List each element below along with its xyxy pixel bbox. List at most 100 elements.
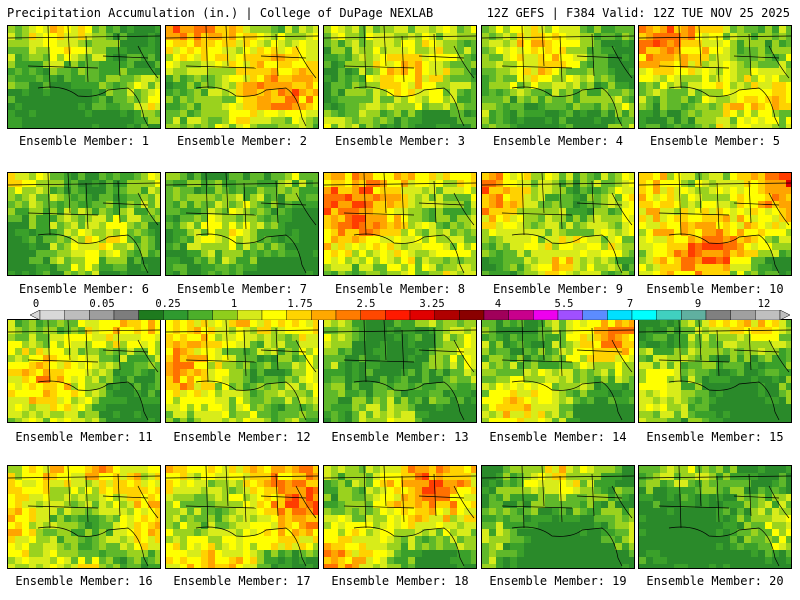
panel-label-member-2: Ensemble Member: 2 — [176, 134, 308, 148]
precip-field-map — [166, 466, 318, 568]
map-panel-member-3 — [323, 25, 477, 129]
panel-label-member-14: Ensemble Member: 14 — [489, 430, 627, 444]
map-panel-member-6 — [7, 172, 161, 276]
colorbar-tick-label: 2.5 — [356, 298, 376, 310]
panel-label-member-20: Ensemble Member: 20 — [646, 574, 784, 588]
colorbar-tick-label: 0 — [32, 298, 40, 310]
colorbar-tick-label: 7 — [626, 298, 634, 310]
map-panel-member-15 — [638, 319, 792, 423]
colorbar-segment — [335, 310, 361, 320]
colorbar-segment — [237, 310, 263, 320]
header-title: Precipitation Accumulation (in.) | Colle… — [7, 6, 434, 20]
map-panel-member-9 — [481, 172, 635, 276]
colorbar-min-arrow — [30, 310, 41, 320]
precip-field-map — [639, 26, 791, 128]
colorbar-max-arrow — [779, 310, 790, 320]
precip-field-map — [324, 320, 476, 422]
precip-field-map — [482, 320, 634, 422]
precip-field-map — [8, 26, 160, 128]
colorbar-segment — [64, 310, 90, 320]
colorbar — [30, 310, 790, 320]
map-panel-member-13 — [323, 319, 477, 423]
panel-label-member-7: Ensemble Member: 7 — [176, 282, 308, 296]
colorbar-tick-label: 12 — [757, 298, 771, 310]
precip-field-map — [639, 173, 791, 275]
map-panel-member-18 — [323, 465, 477, 569]
colorbar-segment — [39, 310, 65, 320]
map-panel-member-7 — [165, 172, 319, 276]
colorbar-segment — [311, 310, 337, 320]
colorbar-segment — [138, 310, 164, 320]
colorbar-segment — [113, 310, 139, 320]
map-panel-member-10 — [638, 172, 792, 276]
colorbar-segment — [533, 310, 559, 320]
colorbar-segment — [755, 310, 781, 320]
map-panel-member-20 — [638, 465, 792, 569]
map-panel-member-17 — [165, 465, 319, 569]
panel-label-member-4: Ensemble Member: 4 — [492, 134, 624, 148]
precip-field-map — [324, 466, 476, 568]
panel-label-member-9: Ensemble Member: 9 — [492, 282, 624, 296]
panel-label-member-6: Ensemble Member: 6 — [18, 282, 150, 296]
precip-field-map — [482, 26, 634, 128]
map-panel-member-8 — [323, 172, 477, 276]
colorbar-tick-label: 3.25 — [419, 298, 445, 310]
colorbar-segment — [705, 310, 731, 320]
colorbar-tick-label: 4 — [494, 298, 502, 310]
colorbar-tick-label: 1.75 — [287, 298, 313, 310]
panel-label-member-17: Ensemble Member: 17 — [173, 574, 311, 588]
panel-label-member-8: Ensemble Member: 8 — [334, 282, 466, 296]
colorbar-segment — [409, 310, 435, 320]
map-panel-member-19 — [481, 465, 635, 569]
colorbar-tick-label: 1 — [230, 298, 238, 310]
colorbar-segment — [385, 310, 411, 320]
colorbar-tick-label: 5.5 — [554, 298, 574, 310]
colorbar-segment — [656, 310, 682, 320]
precip-field-map — [166, 320, 318, 422]
precip-field-map — [166, 26, 318, 128]
map-panel-member-1 — [7, 25, 161, 129]
precip-field-map — [166, 173, 318, 275]
colorbar-segment — [360, 310, 386, 320]
panel-label-member-11: Ensemble Member: 11 — [15, 430, 153, 444]
panel-label-member-12: Ensemble Member: 12 — [173, 430, 311, 444]
map-panel-member-14 — [481, 319, 635, 423]
colorbar-segment — [212, 310, 238, 320]
panel-label-member-1: Ensemble Member: 1 — [18, 134, 150, 148]
precip-field-map — [639, 466, 791, 568]
colorbar-segment — [582, 310, 608, 320]
header-run-info: 12Z GEFS | F384 Valid: 12Z TUE NOV 25 20… — [486, 6, 790, 20]
precip-field-map — [324, 26, 476, 128]
colorbar-tick-labels: 0 0.05 0.25 1 1.75 2.5 3.25 4 5.5 7 9 12 — [30, 298, 790, 320]
map-panel-member-2 — [165, 25, 319, 129]
panel-label-member-15: Ensemble Member: 15 — [646, 430, 784, 444]
precip-field-map — [8, 320, 160, 422]
panel-label-member-10: Ensemble Member: 10 — [646, 282, 784, 296]
colorbar-segment — [631, 310, 657, 320]
colorbar-segment — [89, 310, 115, 320]
map-panel-member-11 — [7, 319, 161, 423]
colorbar-tick-label: 0.05 — [89, 298, 115, 310]
colorbar-segment — [163, 310, 189, 320]
colorbar-segment — [261, 310, 287, 320]
colorbar-segment — [730, 310, 756, 320]
map-panel-member-5 — [638, 25, 792, 129]
colorbar-segment — [681, 310, 707, 320]
precip-field-map — [639, 320, 791, 422]
colorbar-segment — [187, 310, 213, 320]
colorbar-segment — [434, 310, 460, 320]
colorbar-tick-label: 9 — [694, 298, 702, 310]
precip-field-map — [482, 173, 634, 275]
panel-label-member-18: Ensemble Member: 18 — [331, 574, 469, 588]
colorbar-segment — [607, 310, 633, 320]
map-panel-member-12 — [165, 319, 319, 423]
colorbar-tick-label: 0.25 — [155, 298, 181, 310]
colorbar-segment — [483, 310, 509, 320]
panel-label-member-19: Ensemble Member: 19 — [489, 574, 627, 588]
colorbar-segment — [286, 310, 312, 320]
panel-label-member-3: Ensemble Member: 3 — [334, 134, 466, 148]
colorbar-segment — [459, 310, 485, 320]
precip-field-map — [482, 466, 634, 568]
panel-label-member-16: Ensemble Member: 16 — [15, 574, 153, 588]
precip-field-map — [8, 173, 160, 275]
